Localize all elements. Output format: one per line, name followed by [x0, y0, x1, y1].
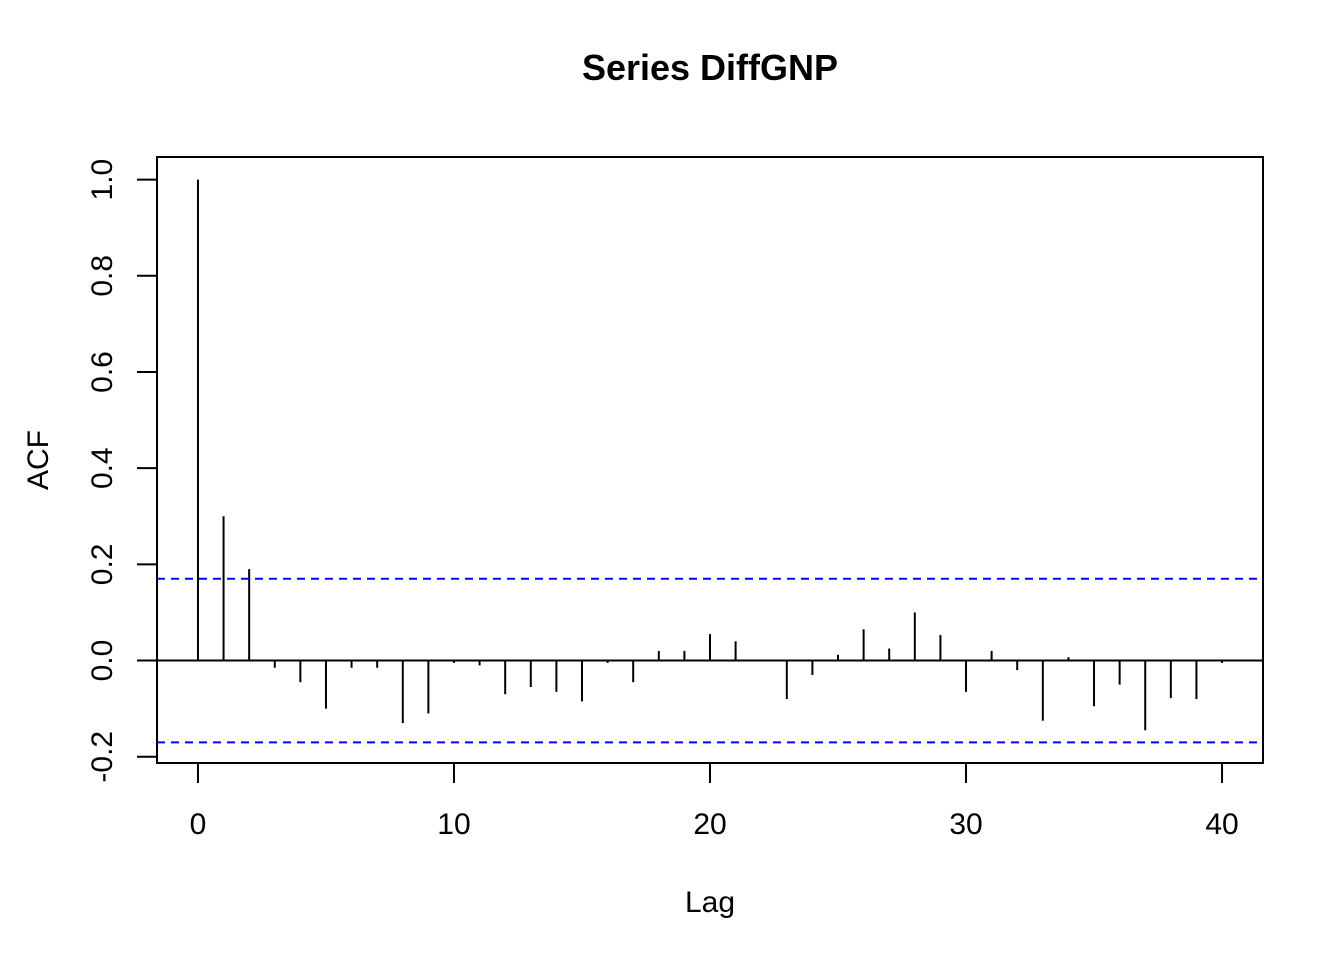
plot-frame — [156, 156, 1264, 764]
y-tick-label-5: 0.8 — [86, 255, 119, 297]
y-tick-label-4: 0.6 — [86, 351, 119, 393]
y-axis: -0.2 0.0 0.2 0.4 0.6 0.8 1.0 — [86, 159, 158, 783]
acf-bars — [196, 179, 1224, 731]
x-tick-label-0: 0 — [190, 808, 207, 841]
x-tick-label-20: 20 — [693, 808, 726, 841]
x-tick-label-40: 40 — [1205, 808, 1238, 841]
y-tick-label-6: 1.0 — [86, 159, 119, 201]
y-tick-label-0: -0.2 — [86, 731, 119, 783]
x-tick-label-30: 30 — [949, 808, 982, 841]
chart-title: Series DiffGNP — [582, 47, 838, 88]
x-tick-label-10: 10 — [437, 808, 470, 841]
x-axis-label: Lag — [685, 886, 735, 919]
x-axis: 0 10 20 30 40 — [190, 762, 1239, 841]
y-tick-label-2: 0.2 — [86, 544, 119, 586]
y-axis-label: ACF — [22, 430, 55, 490]
y-tick-label-1: 0.0 — [86, 640, 119, 682]
y-tick-label-3: 0.4 — [86, 447, 119, 489]
